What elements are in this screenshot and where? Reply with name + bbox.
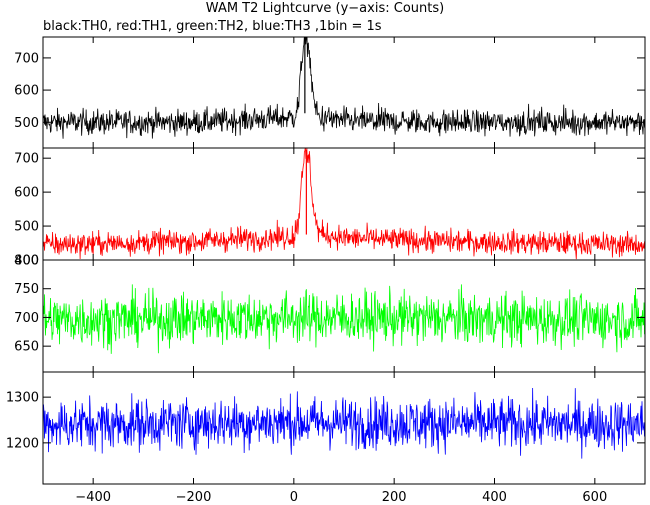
- x-tick-label: 200: [382, 490, 407, 505]
- x-tick-label: 600: [582, 490, 607, 505]
- panel-th2: 650 700 750 800: [14, 254, 646, 373]
- y-tick-label: 1300: [6, 391, 39, 406]
- y-tick-label: 500: [14, 116, 39, 131]
- y-tick-label: 600: [14, 186, 39, 201]
- chart-subtitle: black:TH0, red:TH1, green:TH2, blue:TH3 …: [43, 19, 382, 34]
- x-axis: −400 −200 0 200 400 600: [75, 490, 607, 505]
- y-tick-label: 800: [14, 254, 39, 269]
- panel-th1: 400 500 600 700: [14, 147, 646, 269]
- y-tick-label: 400: [14, 254, 39, 269]
- series-line-th0: [43, 37, 645, 139]
- y-tick-label: 1200: [6, 436, 39, 451]
- panel-frame: [42, 371, 646, 485]
- panel-frame: [42, 36, 646, 149]
- y-tick-label: 700: [14, 51, 39, 66]
- y-tick-label: 600: [14, 84, 39, 99]
- panels: 500 600 700 400 500 600 700 650 700 750 800 1200 130…: [6, 36, 646, 485]
- series-line-th1: [43, 148, 645, 260]
- x-tick-label: −200: [176, 490, 212, 505]
- x-tick-label: −400: [75, 490, 111, 505]
- series-line-th2: [43, 284, 645, 354]
- y-tick-label: 700: [14, 311, 39, 326]
- y-tick-label: 750: [14, 282, 39, 297]
- panel-th3: 1200 1300: [6, 371, 646, 485]
- chart-title: WAM T2 Lightcurve (y−axis: Counts): [205, 1, 445, 16]
- y-tick-label: 700: [14, 152, 39, 167]
- y-tick-label: 650: [14, 340, 39, 355]
- x-tick-label: 0: [290, 490, 298, 505]
- panel-th0: 500 600 700: [14, 36, 646, 149]
- x-tick-label: 400: [482, 490, 507, 505]
- series-line-th3: [43, 388, 645, 459]
- y-tick-label: 500: [14, 220, 39, 235]
